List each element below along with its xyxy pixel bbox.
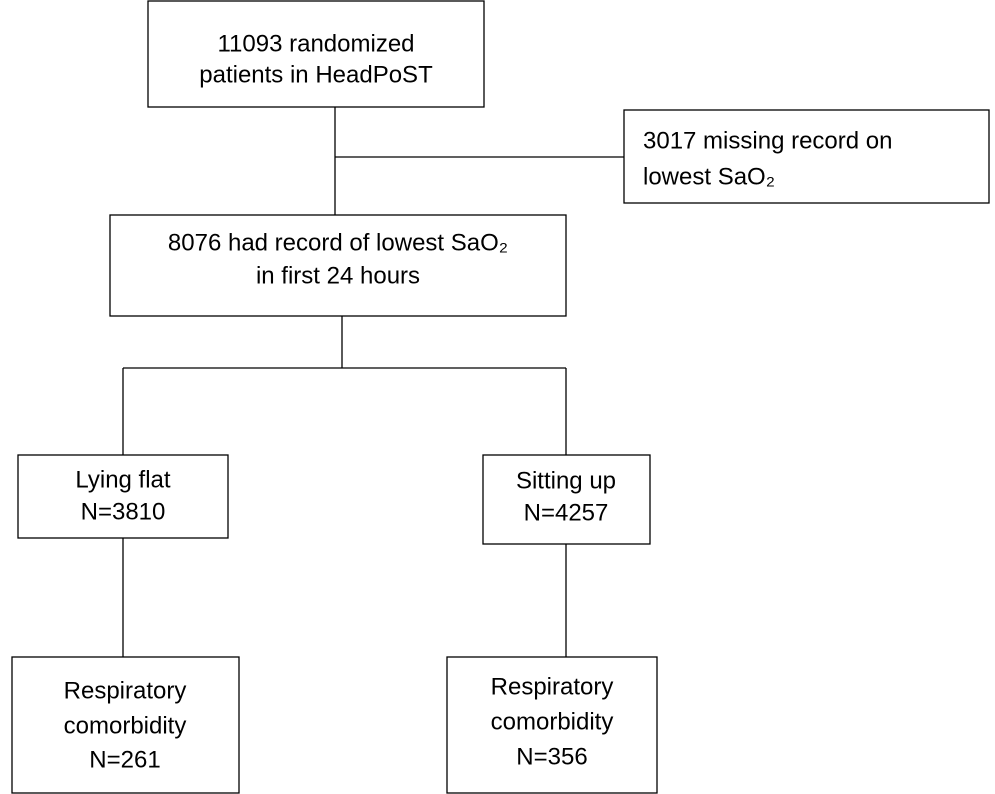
box — [446, 656, 658, 794]
node-text: Sitting up — [516, 467, 616, 494]
box — [109, 214, 567, 317]
box — [11, 656, 240, 794]
box — [482, 454, 651, 545]
node-text: N=356 — [516, 743, 587, 770]
node-text: N=261 — [89, 746, 160, 773]
node-text: comorbidity — [64, 712, 187, 739]
node-text: N=3810 — [81, 498, 166, 525]
box — [147, 0, 485, 108]
node-text: Respiratory — [64, 677, 187, 704]
node-text: N=4257 — [524, 499, 609, 526]
node-text: Respiratory — [491, 673, 614, 700]
node-text: comorbidity — [491, 708, 614, 735]
box — [623, 109, 990, 204]
node-text: 3017 missing record on — [643, 127, 892, 154]
node-text: Lying flat — [75, 466, 171, 493]
node-text: lowest SaO₂ — [643, 163, 775, 190]
node-text: 11093 randomized — [217, 30, 414, 57]
node-text: 8076 had record of lowest SaO₂ — [168, 229, 508, 256]
node-text: in first 24 hours — [256, 262, 420, 289]
node-text: patients in HeadPoST — [199, 61, 433, 88]
box — [17, 454, 229, 539]
